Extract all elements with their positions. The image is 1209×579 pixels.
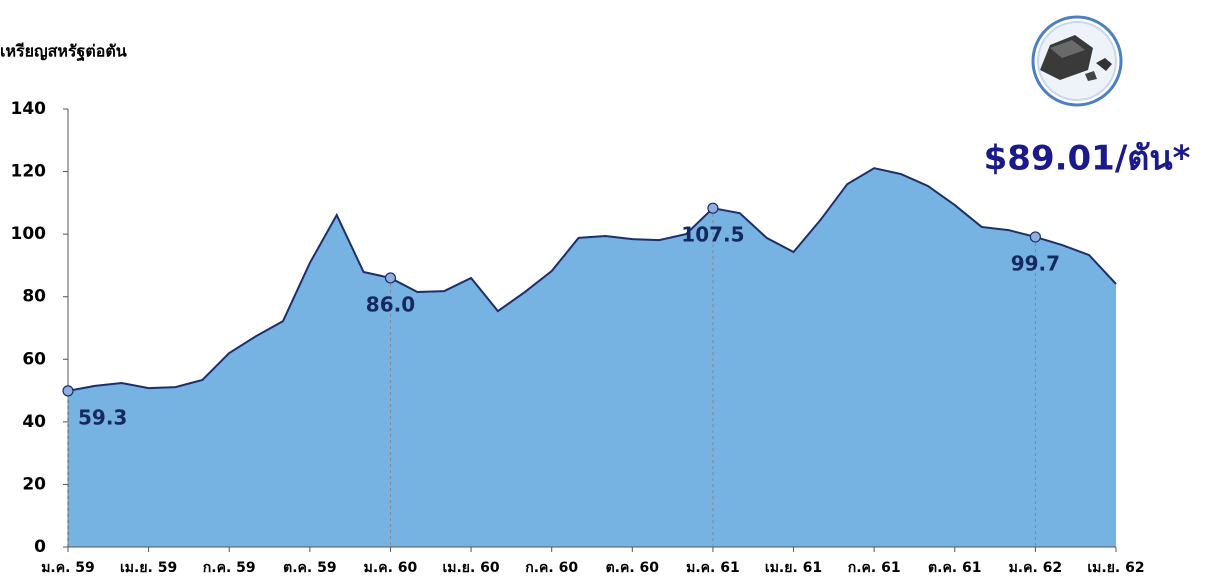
price-label: $89.01/ตัน* (984, 139, 1191, 179)
x-tick-label: ก.ค. 59 (203, 560, 256, 576)
marker (385, 273, 395, 283)
x-tick-label: ม.ค. 61 (686, 560, 740, 576)
x-tick-label: เม.ย. 59 (120, 560, 177, 576)
x-tick-label: ก.ค. 60 (525, 560, 578, 576)
y-tick-label: 100 (11, 224, 47, 244)
annotation: 99.7 (1011, 251, 1060, 275)
y-tick-label: 40 (22, 412, 46, 432)
x-tick-label: เม.ย. 61 (765, 560, 822, 576)
marker (1030, 232, 1040, 242)
x-tick-label: ต.ค. 59 (283, 560, 336, 576)
y-tick-label: 60 (22, 349, 46, 369)
y-tick-label: 0 (34, 537, 46, 557)
x-tick-label: เม.ย. 62 (1087, 560, 1144, 576)
annotation: 59.3 (78, 405, 127, 429)
annotation: 86.0 (366, 292, 415, 316)
y-tick-label: 20 (22, 474, 46, 494)
x-tick-label: ก.ค. 61 (848, 560, 901, 576)
annotation: 107.5 (681, 223, 744, 247)
marker (63, 386, 73, 396)
x-tick-label: ม.ค. 59 (41, 560, 95, 576)
y-tick-label: 140 (11, 99, 47, 119)
marker (708, 203, 718, 213)
x-tick-label: ม.ค. 62 (1009, 560, 1063, 576)
chart: เหรียญสหรัฐต่อตัน $89.01/ตัน* 0 20 40 60 80 1… (0, 0, 1209, 579)
x-tick-label: ต.ค. 61 (928, 560, 981, 576)
x-tick-label: เม.ย. 60 (442, 560, 499, 576)
x-tick-label: ม.ค. 60 (364, 560, 418, 576)
chart-title: เหรียญสหรัฐต่อตัน (0, 42, 127, 62)
y-tick-label: 80 (22, 287, 46, 307)
x-tick-label: ต.ค. 60 (606, 560, 660, 576)
y-tick-label: 120 (11, 162, 47, 182)
coal-icon (1033, 17, 1121, 105)
